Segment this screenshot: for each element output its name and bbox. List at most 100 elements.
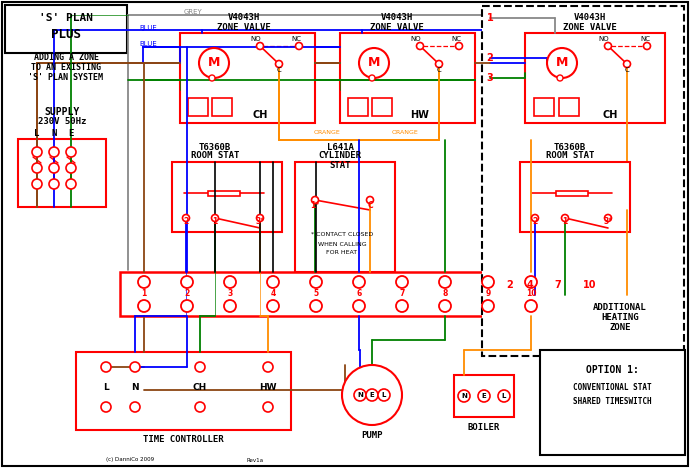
Text: ZONE VALVE: ZONE VALVE <box>563 22 617 31</box>
Text: V4043H: V4043H <box>381 14 413 22</box>
Circle shape <box>182 214 190 221</box>
Circle shape <box>310 300 322 312</box>
Text: 230V 50Hz: 230V 50Hz <box>38 117 86 126</box>
Bar <box>212 98 232 116</box>
Bar <box>120 272 560 316</box>
Bar <box>295 162 395 272</box>
Circle shape <box>224 300 236 312</box>
Circle shape <box>604 43 611 50</box>
Text: NO: NO <box>599 36 609 42</box>
Bar <box>520 162 630 232</box>
Text: L: L <box>382 392 386 398</box>
Text: 2: 2 <box>184 218 188 227</box>
Text: STAT: STAT <box>329 161 351 169</box>
Text: M: M <box>368 57 380 70</box>
Text: CH: CH <box>253 110 268 120</box>
Text: 6: 6 <box>356 290 362 299</box>
Text: * CONTACT CLOSED: * CONTACT CLOSED <box>311 233 373 237</box>
Text: 1: 1 <box>213 218 217 227</box>
Text: N: N <box>51 130 57 139</box>
Circle shape <box>396 300 408 312</box>
Circle shape <box>49 163 59 173</box>
Circle shape <box>101 362 111 372</box>
Circle shape <box>369 75 375 81</box>
Circle shape <box>267 300 279 312</box>
Text: L: L <box>103 382 109 392</box>
Text: T6360B: T6360B <box>199 142 231 152</box>
Text: ROOM STAT: ROOM STAT <box>546 152 594 161</box>
Circle shape <box>557 75 563 81</box>
Circle shape <box>257 214 264 221</box>
Text: BLUE: BLUE <box>139 25 157 31</box>
Bar <box>180 33 315 123</box>
Text: NO: NO <box>250 36 262 42</box>
Text: 2: 2 <box>506 280 513 290</box>
Text: BLUE: BLUE <box>139 41 157 47</box>
Bar <box>340 33 475 123</box>
Text: 4: 4 <box>270 290 275 299</box>
Circle shape <box>209 75 215 81</box>
Bar <box>5 5 127 53</box>
Text: 4: 4 <box>526 280 533 290</box>
Circle shape <box>181 276 193 288</box>
Circle shape <box>49 147 59 157</box>
Circle shape <box>267 276 279 288</box>
Text: NC: NC <box>291 36 301 42</box>
Text: L: L <box>34 130 40 139</box>
Circle shape <box>130 362 140 372</box>
Text: CYLINDER: CYLINDER <box>319 152 362 161</box>
Text: CH: CH <box>602 110 618 120</box>
Circle shape <box>525 276 537 288</box>
Text: 2: 2 <box>533 218 538 227</box>
Circle shape <box>366 389 378 401</box>
Circle shape <box>417 43 424 50</box>
Text: 7: 7 <box>400 290 405 299</box>
Circle shape <box>562 214 569 221</box>
Text: C: C <box>277 67 282 73</box>
Text: PUMP: PUMP <box>362 431 383 439</box>
Text: OPTION 1:: OPTION 1: <box>586 365 638 375</box>
Text: NO: NO <box>411 36 422 42</box>
Circle shape <box>138 276 150 288</box>
Text: SHARED TIMESWITCH: SHARED TIMESWITCH <box>573 396 651 405</box>
Text: ZONE VALVE: ZONE VALVE <box>370 22 424 31</box>
Circle shape <box>66 147 76 157</box>
Circle shape <box>455 43 462 50</box>
Circle shape <box>547 48 577 78</box>
Circle shape <box>101 402 111 412</box>
Circle shape <box>275 60 282 67</box>
Circle shape <box>482 276 494 288</box>
Circle shape <box>311 197 319 204</box>
Circle shape <box>644 43 651 50</box>
Bar <box>559 98 579 116</box>
Text: V4043H: V4043H <box>574 14 606 22</box>
Circle shape <box>439 300 451 312</box>
Circle shape <box>181 300 193 312</box>
Circle shape <box>378 389 390 401</box>
Text: ZONE VALVE: ZONE VALVE <box>217 22 271 31</box>
Circle shape <box>525 300 537 312</box>
Text: (c) DanniCo 2009: (c) DanniCo 2009 <box>106 458 154 462</box>
Circle shape <box>66 179 76 189</box>
Text: ADDITIONAL: ADDITIONAL <box>593 304 647 313</box>
Circle shape <box>439 276 451 288</box>
Bar <box>348 98 368 116</box>
Circle shape <box>212 214 219 221</box>
Text: NC: NC <box>451 36 461 42</box>
Text: V4043H: V4043H <box>228 14 260 22</box>
Circle shape <box>195 402 205 412</box>
Circle shape <box>458 390 470 402</box>
Text: 8: 8 <box>442 290 448 299</box>
Bar <box>18 139 106 207</box>
Circle shape <box>482 300 494 312</box>
Text: ZONE: ZONE <box>609 323 631 332</box>
Circle shape <box>130 402 140 412</box>
Text: 3*: 3* <box>604 218 613 227</box>
Circle shape <box>359 48 389 78</box>
Text: CH: CH <box>193 382 207 392</box>
Circle shape <box>366 197 373 204</box>
Circle shape <box>354 389 366 401</box>
Circle shape <box>224 276 236 288</box>
Text: N: N <box>357 392 363 398</box>
Text: CONVENTIONAL STAT: CONVENTIONAL STAT <box>573 382 651 392</box>
